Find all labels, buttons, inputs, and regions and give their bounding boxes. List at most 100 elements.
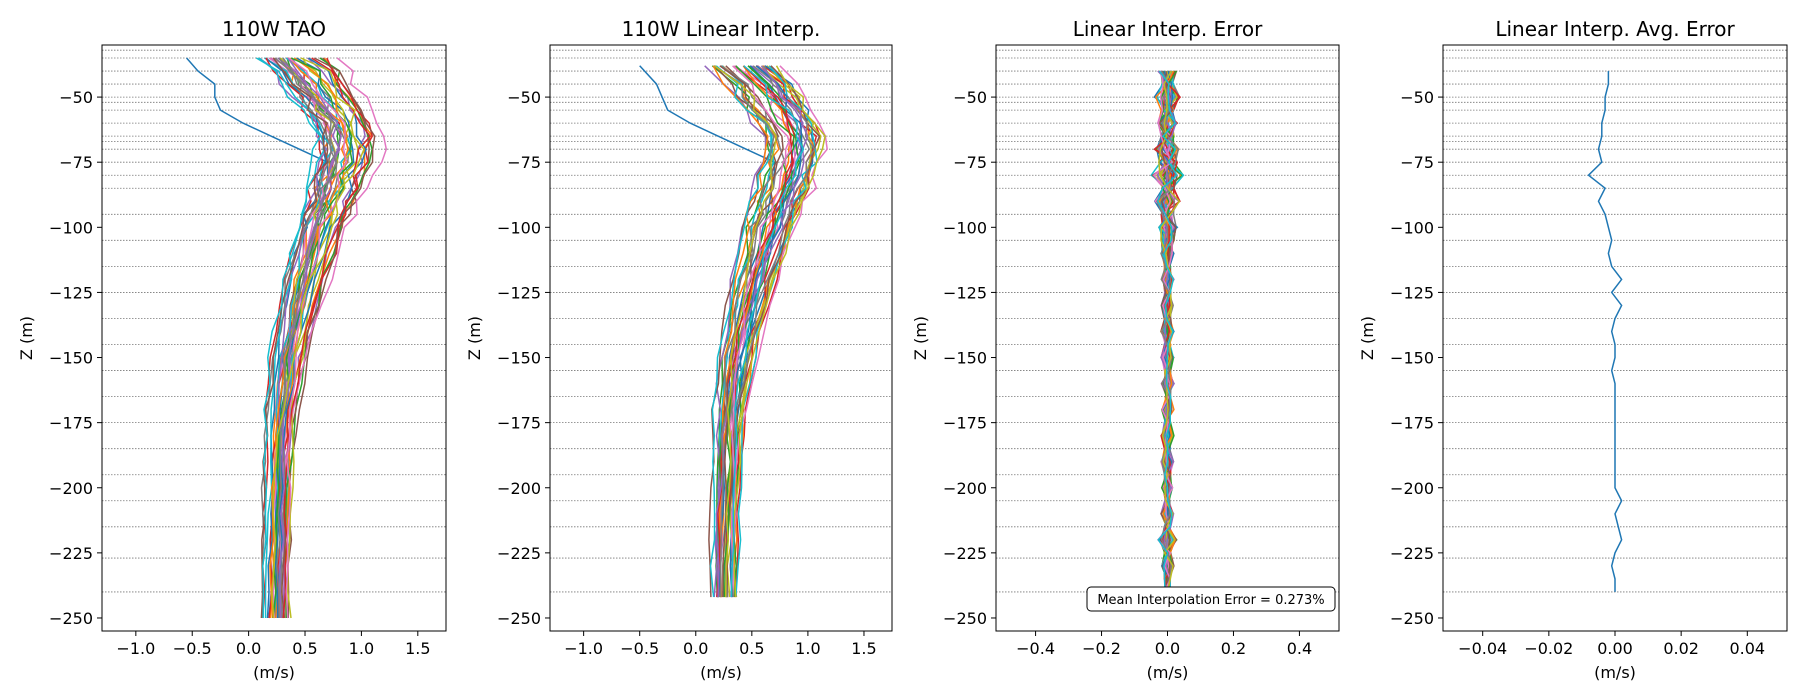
plot-frame (101, 44, 447, 632)
plot-frame (549, 44, 893, 632)
x-tick-label: 1.0 (349, 639, 374, 658)
x-tick-label: 0.0 (236, 639, 261, 658)
x-tick-label: 0.4 (1287, 639, 1312, 658)
x-tick-label: 0.02 (1663, 639, 1699, 658)
data-lines (186, 57, 388, 619)
x-tick-label: −0.5 (620, 639, 659, 658)
series-line (269, 57, 349, 619)
y-tick-label: −150 (1390, 349, 1434, 368)
series-line (279, 57, 341, 619)
series-line (725, 65, 821, 598)
x-tick-label: 0.04 (1729, 639, 1765, 658)
panel-title: Linear Interp. Error (1073, 17, 1263, 41)
x-tick-label: 0.0 (683, 639, 708, 658)
y-tick-label: −225 (49, 544, 93, 563)
y-tick-label: −50 (59, 88, 93, 107)
y-tick-label: −225 (1390, 544, 1434, 563)
series-line (711, 65, 775, 598)
series-line (719, 65, 784, 598)
y-tick-label: −250 (497, 609, 541, 628)
y-tick-label: −225 (497, 544, 541, 563)
series-line (283, 57, 373, 619)
y-tick-label: −100 (49, 218, 93, 237)
series-line (732, 65, 826, 598)
series-line (260, 57, 329, 619)
x-tick-label: 0.00 (1597, 639, 1633, 658)
y-axis-label: Z (m) (17, 316, 36, 360)
series-line (730, 65, 805, 598)
series-line (258, 57, 322, 619)
series-line (714, 65, 777, 598)
x-axis-label: (m/s) (253, 663, 295, 682)
y-axis-label: Z (m) (465, 316, 484, 360)
x-tick-label: 0.0 (1155, 639, 1180, 658)
y-tick-label: −175 (497, 414, 541, 433)
series-line (268, 57, 335, 619)
y-tick-label: −150 (49, 349, 93, 368)
y-tick-label: −175 (1390, 414, 1434, 433)
x-axis-label: (m/s) (700, 663, 742, 682)
y-tick-label: −75 (953, 153, 987, 172)
y-tick-label: −175 (49, 414, 93, 433)
y-tick-label: −50 (1400, 88, 1434, 107)
x-tick-label: −0.5 (173, 639, 212, 658)
series-line (732, 65, 828, 598)
y-tick-label: −250 (1390, 609, 1434, 628)
y-axis-label: Z (m) (1358, 316, 1377, 360)
annotation-text: Mean Interpolation Error = 0.273% (1097, 593, 1324, 608)
annotation-box: Mean Interpolation Error = 0.273% (1086, 586, 1336, 612)
x-tick-label: −0.04 (1458, 639, 1507, 658)
x-tick-label: −0.02 (1524, 639, 1573, 658)
panel-3: −250 −225 −200 −175 −150 −125 −100 −75 −50 −0.4 −0… (911, 17, 1340, 682)
panel-4: −250 −225 −200 −175 −150 −125 −100 −75 −50 −0.04−… (1358, 17, 1788, 682)
data-lines (1150, 70, 1185, 593)
plot-frame (1442, 44, 1788, 632)
x-tick-label: 0.5 (292, 639, 317, 658)
x-tick-label: −1.0 (564, 639, 603, 658)
x-axis-label: (m/s) (1594, 663, 1636, 682)
y-tick-label: −100 (497, 218, 541, 237)
data-lines (639, 65, 828, 598)
y-tick-label: −225 (943, 544, 987, 563)
y-tick-label: −150 (943, 349, 987, 368)
x-tick-label: 0.5 (739, 639, 764, 658)
x-tick-label: 1.5 (405, 639, 430, 658)
y-tick-label: −125 (49, 283, 93, 302)
y-tick-label: −200 (943, 479, 987, 498)
series-line (1156, 70, 1178, 592)
y-tick-label: −150 (497, 349, 541, 368)
panel-title: 110W TAO (222, 17, 326, 41)
y-tick-label: −75 (507, 153, 541, 172)
series-line (285, 57, 348, 619)
y-tick-label: −125 (1390, 283, 1434, 302)
series-line (713, 65, 775, 598)
y-tick-label: −200 (1390, 479, 1434, 498)
y-tick-label: −75 (1400, 153, 1434, 172)
series-line (271, 57, 365, 619)
x-tick-label: −0.2 (1082, 639, 1121, 658)
y-tick-label: −250 (49, 609, 93, 628)
annotation-frame (1086, 586, 1336, 612)
series-line (716, 65, 804, 598)
y-axis-label: Z (m) (911, 316, 930, 360)
y-tick-label: −175 (943, 414, 987, 433)
y-tick-label: −125 (497, 283, 541, 302)
y-tick-label: −250 (943, 609, 987, 628)
panel-2: −250 −225 −200 −175 −150 −125 −100 −75 −50 −1.0 −0… (465, 17, 893, 682)
series-line (715, 65, 809, 598)
x-tick-label: 1.0 (795, 639, 820, 658)
x-tick-label: −1.0 (116, 639, 155, 658)
y-tick-label: −125 (943, 283, 987, 302)
series-line (1158, 70, 1181, 593)
panel-title: Linear Interp. Avg. Error (1495, 17, 1735, 41)
y-tick-label: −200 (49, 479, 93, 498)
panel-title: 110W Linear Interp. (622, 17, 821, 41)
x-axis-label: (m/s) (1147, 663, 1189, 682)
x-tick-label: 0.2 (1221, 639, 1246, 658)
y-tick-label: −100 (1390, 218, 1434, 237)
y-tick-label: −200 (497, 479, 541, 498)
series-line (276, 57, 337, 619)
y-tick-label: −100 (943, 218, 987, 237)
panel-1: −250 −225 −200 −175 −150 −125 −100 −75 −50 −1.0 −0… (17, 17, 447, 682)
